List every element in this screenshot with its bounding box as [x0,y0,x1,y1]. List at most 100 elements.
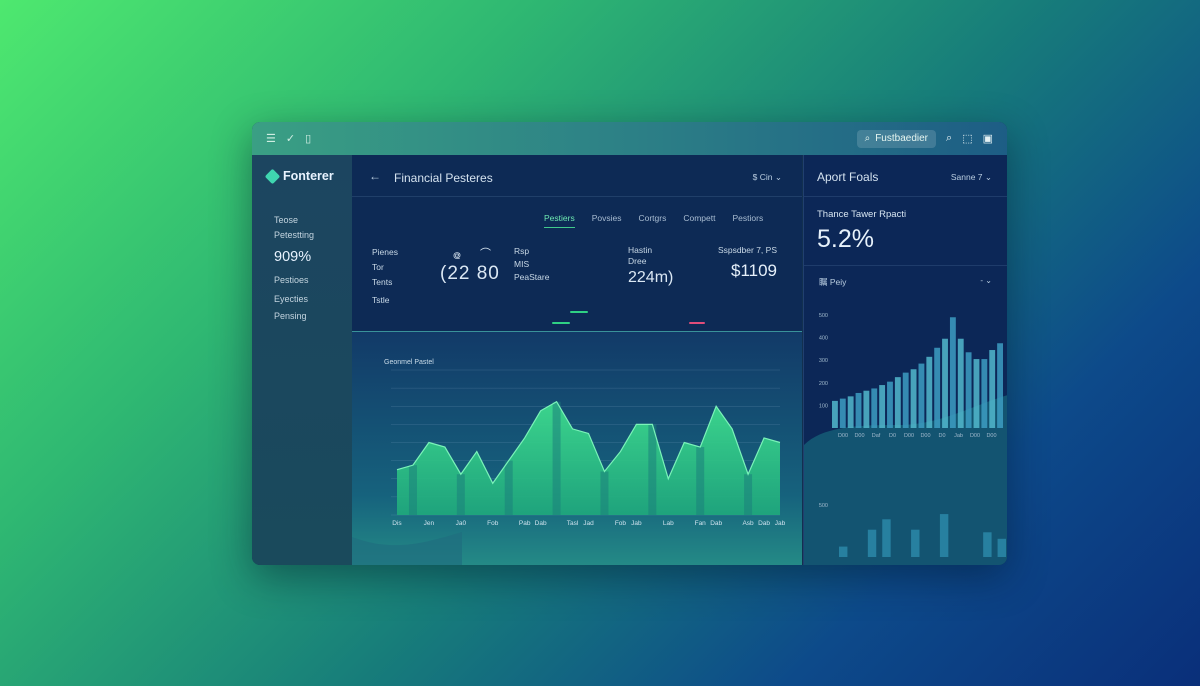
bar-secondary [839,546,848,557]
x-tick-label: Ja0 [456,520,467,527]
chart-column [504,460,513,515]
tab-cortgrs[interactable]: Cortgrs [638,213,667,223]
x-tick-label: Jab [631,520,642,527]
share-icon[interactable]: ⬚ [962,133,973,145]
stat-mid-line: PeaStare [514,272,550,282]
x-tick-label: D00 [904,433,914,439]
spiral-icon: ᪤ [453,250,461,262]
y-tick-label: 500 [819,503,828,509]
chart-column [744,474,753,515]
bar [918,363,925,428]
brand[interactable]: Fonterer [264,168,334,184]
right-title: Aport Foals [817,170,879,184]
bar [832,400,838,428]
bar [863,390,870,428]
app-window: ☰ ✓ ▯ ⌕ Fustbaedier ⌕ ⬚ ▣ Fonterer Teose… [252,122,1007,565]
x-tick-label: D0 [889,433,896,439]
y-tick-label: 400 [819,336,828,342]
x-tick-label: D00 [920,433,930,439]
tab-povsies[interactable]: Povsies [591,213,622,223]
titlebar: ☰ ✓ ▯ ⌕ Fustbaedier ⌕ ⬚ ▣ [252,122,1007,155]
x-tick-label: Dis [392,520,402,527]
stat-col3-value: 224m) [628,269,674,286]
stat-col3-label: Hastin [628,245,653,255]
main-header: ← Financial Pesteres $ Cin ⌄ [352,155,802,197]
stat-labels: Pienes Tor Tents Tstle [372,245,398,308]
bar [973,359,980,428]
back-arrow-icon[interactable]: ← [369,169,381,183]
sidebar: Fonterer Teose Petestting 909% Pestioes … [252,155,352,565]
metric-label: Thance Tawer Rpacti [817,209,907,220]
sidebar-nav: Teose Petestting 909% Pestioes Eyecties … [274,213,314,324]
panel-icon[interactable]: ▯ [305,133,312,145]
bar [887,381,893,428]
sidebar-item-eyecties[interactable]: Eyecties [274,294,309,304]
metric-value: 5.2% [817,225,874,253]
x-tick-label: Jad [583,520,594,527]
bar-secondary [939,514,949,557]
bar-secondary [867,529,877,557]
bar [847,396,854,428]
bar [926,356,933,428]
x-tick-label: Lab [663,520,674,527]
stat-mid: Rsp MIS PeaStare [514,245,549,284]
bar [949,317,956,428]
bar [871,388,878,428]
tab-pestiers[interactable]: Pestiers [544,213,575,228]
check-icon[interactable]: ✓ [285,133,296,145]
x-tick-label: Pab [519,520,531,527]
sub-dropdown[interactable]: - ⌄ [980,276,992,285]
stat-col3: Hastin Dree 224m) [628,245,673,287]
x-tick-label: D0 [938,433,945,439]
sidebar-item-petestting[interactable]: Petestting [274,230,315,240]
sidebar-item-teose[interactable]: Teose [274,215,299,225]
bar-secondary [997,538,1006,557]
x-tick-label: Dab [710,520,722,527]
chart-column [600,471,609,515]
stat-col3-label2: Dree [628,256,647,266]
stats-row: Pienes Tor Tents Tstle ᪤ ⌒ (22 80 Rsp MI… [352,235,802,330]
stat-col4: Sspsdber 7, PS $1109 [718,245,777,281]
search-icon[interactable]: ⌕ [946,132,953,144]
menu-icon[interactable]: ☰ [266,133,276,145]
x-tick-label: Fan [695,520,707,527]
currency-dropdown[interactable]: $ Cin ⌄ [752,172,782,182]
tab-compett[interactable]: Compett [683,213,716,223]
right-panel: Aport Foals Sanne 7 ⌄ Thance Tawer Rpact… [803,155,1007,565]
x-tick-label: D00 [970,433,980,439]
bar [942,338,948,428]
x-tick-label: D00 [854,433,864,439]
stat-mid-line: MIS [514,259,530,269]
tab-pestiors[interactable]: Pestiors [732,213,764,223]
main-area-chart: Dis Jen Ja0 Fob Pab Dab Tasl Jad Fob Jab Lab Fan Dab… [352,369,786,565]
decor-wave [804,395,1007,565]
logo-icon [264,168,281,184]
x-tick-label: D00 [838,433,848,439]
bar [910,369,917,428]
right-dropdown[interactable]: Sanne 7 ⌄ [950,172,992,182]
y-tick-label: 100 [819,403,828,409]
stat-label: Tents [372,277,393,287]
bar [879,385,886,428]
decor-wave [352,532,462,565]
sidebar-item-percent[interactable]: 909% [274,249,312,265]
stat-mid-line: Rsp [514,246,530,256]
bar [989,350,996,428]
x-tick-label: Fob [615,520,627,527]
chart-column [696,447,705,515]
bar [981,359,988,428]
chart-column [456,474,465,515]
y-tick-label: 300 [819,358,828,364]
sidebar-item-pestioes[interactable]: Pestioes [274,275,309,285]
x-tick-label: Jab [775,520,786,527]
bar-secondary [983,532,992,557]
search-input[interactable]: ⌕ Fustbaedier [856,129,937,148]
x-tick-label: Jen [424,520,435,527]
brand-name: Fonterer [283,169,334,183]
sidebar-item-pensing[interactable]: Pensing [274,311,307,321]
chart-column [408,465,417,515]
bar-secondary [882,519,891,557]
clipboard-icon[interactable]: ▣ [982,133,993,145]
chart-column [648,424,657,515]
main-chart-panel: Dis Jen Ja0 Fob Pab Dab Tasl Jad Fob Jab Lab Fan Dab… [352,331,802,565]
